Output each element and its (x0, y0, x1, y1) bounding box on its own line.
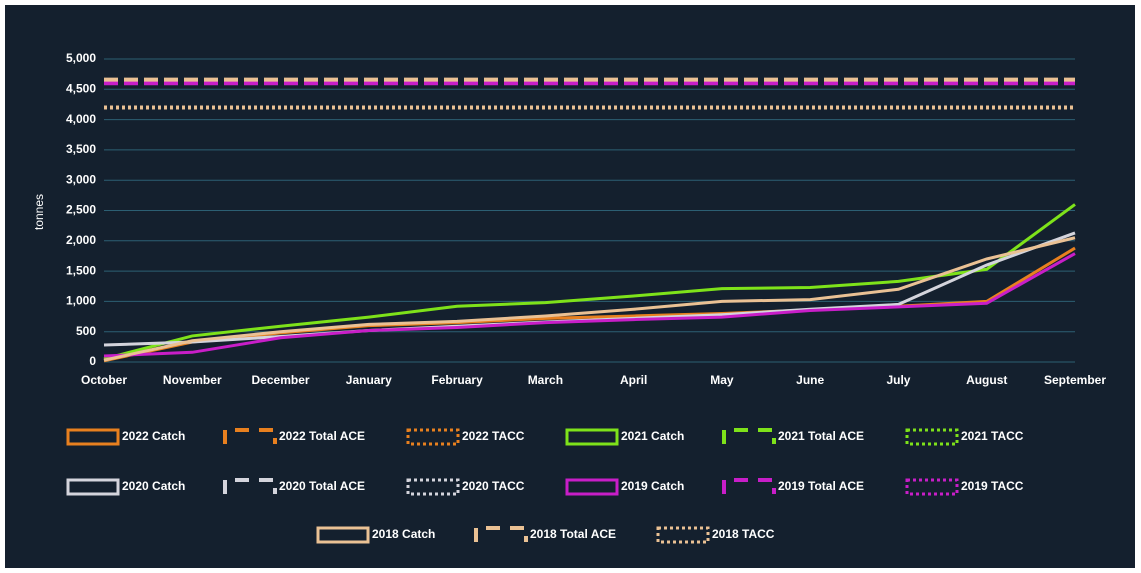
legend-swatch (316, 526, 370, 544)
legend-label: 2020 Catch (122, 479, 185, 493)
legend-swatch (722, 428, 776, 444)
x-tick-label: January (346, 373, 392, 387)
legend-swatch (66, 428, 120, 446)
legend-swatch (223, 428, 277, 444)
x-tick-label: June (796, 373, 824, 387)
y-axis-title: tonnes (32, 194, 46, 230)
series-line (103, 236, 1076, 362)
legend-swatch (656, 526, 710, 544)
x-tick-label: February (431, 373, 483, 387)
legend-label: 2019 Catch (621, 479, 684, 493)
y-tick-label: 5,000 (66, 51, 96, 65)
legend-swatch (406, 428, 460, 446)
y-tick-label: 3,000 (66, 172, 96, 186)
x-tick-label: July (886, 373, 910, 387)
y-tick-label: 500 (76, 324, 96, 338)
legend-label: 2019 Total ACE (778, 479, 864, 493)
x-tick-label: March (528, 373, 563, 387)
x-tick-label: September (1044, 373, 1106, 387)
legend-label: 2018 Catch (372, 527, 435, 541)
legend-label: 2021 Catch (621, 429, 684, 443)
legend-swatch (565, 428, 619, 446)
legend-swatch (66, 478, 120, 496)
legend-label: 2018 Total ACE (530, 527, 616, 541)
legend-swatch (474, 526, 528, 542)
x-tick-label: October (81, 373, 127, 387)
legend-label: 2020 Total ACE (279, 479, 365, 493)
y-tick-label: 3,500 (66, 142, 96, 156)
y-tick-label: 1,500 (66, 263, 96, 277)
y-tick-label: 2,000 (66, 233, 96, 247)
legend-swatch (905, 478, 959, 496)
legend-swatch (223, 478, 277, 494)
legend-label: 2021 Total ACE (778, 429, 864, 443)
series-line (103, 203, 1076, 361)
x-tick-label: November (163, 373, 222, 387)
y-tick-label: 2,500 (66, 203, 96, 217)
legend-label: 2022 TACC (462, 429, 525, 443)
y-tick-label: 1,000 (66, 294, 96, 308)
y-tick-label: 4,000 (66, 112, 96, 126)
legend-label: 2021 TACC (961, 429, 1024, 443)
legend-label: 2018 TACC (712, 527, 775, 541)
legend-label: 2022 Catch (122, 429, 185, 443)
chart-background (5, 5, 1135, 568)
y-tick-label: 4,500 (66, 81, 96, 95)
legend-label: 2019 TACC (961, 479, 1024, 493)
x-tick-label: December (252, 373, 310, 387)
series-line (103, 252, 1076, 358)
legend-swatch (722, 478, 776, 494)
legend-swatch (406, 478, 460, 496)
legend-label: 2022 Total ACE (279, 429, 365, 443)
x-tick-label: August (966, 373, 1007, 387)
x-tick-label: May (710, 373, 734, 387)
y-tick-label: 0 (89, 354, 96, 368)
legend-swatch (905, 428, 959, 446)
legend-swatch (565, 478, 619, 496)
legend-label: 2020 TACC (462, 479, 525, 493)
x-tick-label: April (620, 373, 647, 387)
